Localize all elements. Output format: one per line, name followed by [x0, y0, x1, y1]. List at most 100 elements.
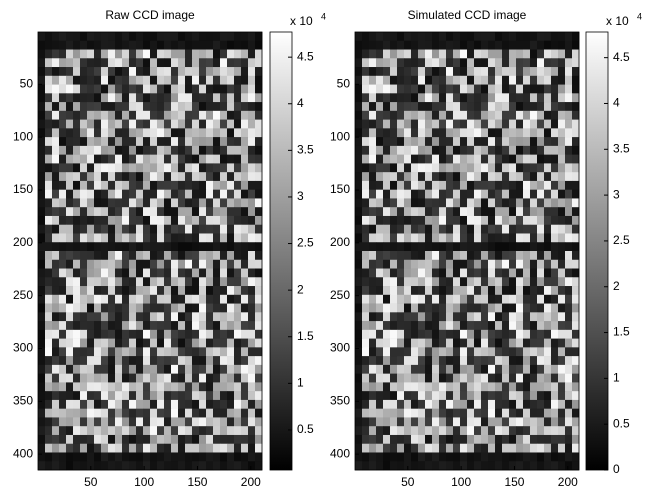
pixel: [376, 330, 383, 339]
pixel: [101, 400, 108, 409]
pixel: [397, 347, 404, 356]
pixel: [509, 93, 516, 102]
pixel: [150, 444, 157, 453]
pixel: [446, 417, 453, 426]
pixel: [213, 426, 220, 435]
pixel: [439, 76, 446, 85]
pixel: [502, 461, 509, 470]
pixel: [418, 207, 425, 216]
pixel: [397, 260, 404, 269]
pixel: [150, 216, 157, 225]
pixel: [213, 190, 220, 199]
pixel: [439, 339, 446, 348]
pixel: [52, 260, 59, 269]
pixel: [227, 347, 234, 356]
pixel: [94, 356, 101, 365]
pixel: [495, 374, 502, 383]
pixel: [404, 137, 411, 146]
pixel: [87, 93, 94, 102]
pixel: [404, 321, 411, 330]
pixel: [355, 85, 362, 94]
pixel: [66, 426, 73, 435]
pixel: [52, 286, 59, 295]
pixel: [460, 304, 467, 313]
pixel: [565, 400, 572, 409]
pixel: [523, 260, 530, 269]
pixel: [495, 242, 502, 251]
pixel: [157, 444, 164, 453]
colorbar-tick-label: 2.5: [613, 233, 630, 247]
pixel: [248, 356, 255, 365]
pixel: [439, 233, 446, 242]
pixel: [94, 85, 101, 94]
pixel: [241, 225, 248, 234]
pixel: [136, 58, 143, 67]
pixel: [136, 277, 143, 286]
pixel: [66, 374, 73, 383]
pixel: [404, 155, 411, 164]
pixel: [551, 76, 558, 85]
pixel: [129, 269, 136, 278]
pixel: [355, 181, 362, 190]
pixel: [101, 181, 108, 190]
pixel: [164, 207, 171, 216]
pixel: [87, 67, 94, 76]
pixel: [213, 137, 220, 146]
pixel: [432, 207, 439, 216]
pixel: [171, 382, 178, 391]
pixel: [227, 181, 234, 190]
pixel: [509, 400, 516, 409]
pixel: [509, 382, 516, 391]
pixel: [206, 400, 213, 409]
pixel: [467, 233, 474, 242]
pixel: [502, 295, 509, 304]
pixel: [150, 32, 157, 41]
pixel: [150, 76, 157, 85]
pixel: [220, 242, 227, 251]
colorbar-tick-label: 4: [613, 96, 620, 110]
pixel: [551, 277, 558, 286]
pixel: [143, 277, 150, 286]
pixel: [355, 225, 362, 234]
pixel: [509, 163, 516, 172]
pixel: [206, 111, 213, 120]
pixel: [150, 356, 157, 365]
pixel: [376, 146, 383, 155]
pixel: [220, 347, 227, 356]
pixel: [157, 32, 164, 41]
pixel: [136, 163, 143, 172]
pixel: [192, 85, 199, 94]
pixel: [45, 172, 52, 181]
pixel: [453, 67, 460, 76]
pixel: [73, 172, 80, 181]
pixel: [199, 321, 206, 330]
pixel: [94, 260, 101, 269]
pixel: [460, 295, 467, 304]
pixel: [453, 85, 460, 94]
pixel: [241, 286, 248, 295]
pixel: [136, 330, 143, 339]
pixel: [537, 76, 544, 85]
pixel: [157, 93, 164, 102]
pixel: [523, 304, 530, 313]
pixel: [544, 242, 551, 251]
pixel: [432, 382, 439, 391]
pixel: [115, 181, 122, 190]
pixel: [446, 85, 453, 94]
pixel: [390, 374, 397, 383]
pixel: [171, 330, 178, 339]
pixel: [439, 172, 446, 181]
pixel: [150, 111, 157, 120]
y-tick-label: 250: [13, 288, 33, 302]
pixel: [227, 225, 234, 234]
pixel: [227, 269, 234, 278]
pixel: [474, 111, 481, 120]
pixel: [164, 426, 171, 435]
pixel: [516, 409, 523, 418]
pixel: [122, 146, 129, 155]
pixel: [150, 417, 157, 426]
pixel: [355, 128, 362, 137]
pixel: [164, 365, 171, 374]
pixel: [101, 409, 108, 418]
pixel: [171, 417, 178, 426]
